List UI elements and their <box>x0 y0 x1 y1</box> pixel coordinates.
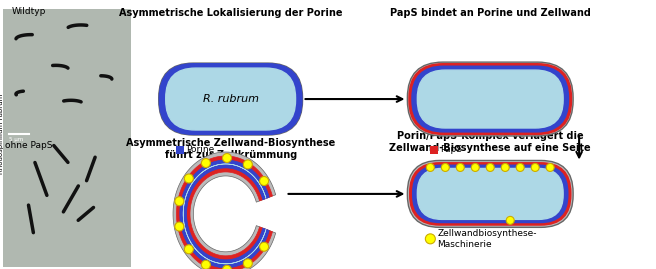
Circle shape <box>243 160 253 169</box>
FancyBboxPatch shape <box>166 68 296 130</box>
Text: Zellwandbiosynthese-
Maschinerie: Zellwandbiosynthese- Maschinerie <box>438 229 537 249</box>
Text: Porine: Porine <box>186 146 214 154</box>
Circle shape <box>222 154 232 162</box>
Circle shape <box>175 197 184 206</box>
Circle shape <box>201 260 211 269</box>
Circle shape <box>175 222 184 231</box>
Circle shape <box>260 242 268 251</box>
Bar <box>3 9 131 139</box>
FancyBboxPatch shape <box>407 161 573 227</box>
Bar <box>176 146 184 154</box>
Circle shape <box>501 164 509 171</box>
Polygon shape <box>173 152 276 269</box>
FancyBboxPatch shape <box>161 65 300 133</box>
Circle shape <box>457 164 464 171</box>
Circle shape <box>260 176 268 186</box>
Text: Wildtyp: Wildtyp <box>12 7 46 16</box>
Text: PapS: PapS <box>440 146 462 154</box>
Text: Asymmetrische Zellwand-Biosynthese
führt zur Zellkrümmung: Asymmetrische Zellwand-Biosynthese führt… <box>126 138 335 160</box>
Text: ohne PapS: ohne PapS <box>5 141 52 150</box>
Text: 5 µm: 5 µm <box>9 137 23 142</box>
FancyBboxPatch shape <box>413 68 567 130</box>
Polygon shape <box>180 160 269 268</box>
Circle shape <box>516 164 524 171</box>
Circle shape <box>222 265 232 269</box>
Circle shape <box>546 164 554 171</box>
FancyBboxPatch shape <box>417 70 563 128</box>
Circle shape <box>243 259 253 268</box>
Circle shape <box>184 174 194 183</box>
Polygon shape <box>176 156 272 269</box>
Circle shape <box>441 164 449 171</box>
Bar <box>3 137 131 267</box>
FancyBboxPatch shape <box>411 164 570 224</box>
Text: Asymmetrische Lokalisierung der Porine: Asymmetrische Lokalisierung der Porine <box>119 8 342 18</box>
FancyBboxPatch shape <box>417 168 563 220</box>
Circle shape <box>426 164 434 171</box>
Bar <box>430 146 438 154</box>
Circle shape <box>506 216 514 224</box>
Text: R. rubrum: R. rubrum <box>203 94 258 104</box>
FancyBboxPatch shape <box>411 65 570 133</box>
Circle shape <box>471 164 480 171</box>
Circle shape <box>531 164 539 171</box>
FancyBboxPatch shape <box>159 63 302 135</box>
FancyBboxPatch shape <box>407 62 573 136</box>
Text: Porin/PapS-Komplex verlagert die
Zellwand-Biosynthese auf eine Seite: Porin/PapS-Komplex verlagert die Zellwan… <box>390 131 591 153</box>
Circle shape <box>184 245 194 254</box>
Text: Rhodospirillum rubrum: Rhodospirillum rubrum <box>0 94 5 174</box>
FancyBboxPatch shape <box>413 166 567 222</box>
Text: PapS bindet an Porine und Zellwand: PapS bindet an Porine und Zellwand <box>390 8 590 18</box>
Circle shape <box>201 158 211 168</box>
Circle shape <box>425 234 436 244</box>
Circle shape <box>486 164 494 171</box>
Polygon shape <box>183 164 266 264</box>
